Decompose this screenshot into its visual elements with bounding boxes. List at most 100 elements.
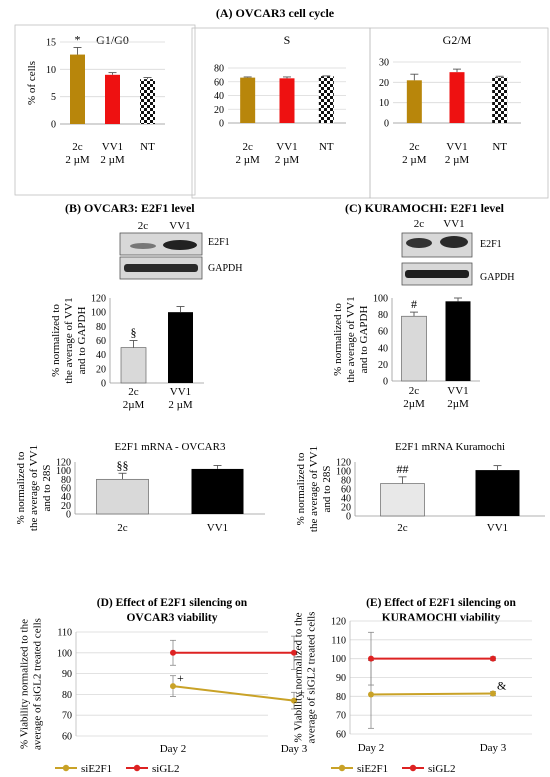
y-tick-label: 60 [336,730,346,741]
y-axis-label: % Viability normalized to theaverage of … [19,618,44,750]
bar [475,470,520,516]
legend-e-sie2f1: siE2F1 [357,763,388,775]
chart-a3: G2/M 0 10 20 30 2c 2 µM VV1 2 µM NT [369,27,549,199]
x-tick-label: 2c 2 µM [235,141,260,166]
y-tick-label: 80 [336,692,346,703]
legend-d-sigl2: siGL2 [152,763,180,775]
y-tick-label: 30 [379,58,389,69]
y-tick-label: 0 [66,510,71,521]
data-point-sigl2 [291,649,297,656]
bar [120,347,147,384]
y-tick-label: 100 [57,648,72,659]
x-tick-label: VV1 2 µM [168,386,193,411]
blot-lane-2c-c: 2c [414,218,425,230]
y-tick-label: 0 [101,379,106,390]
x-tick-label: VV1 [487,522,508,534]
y-tick-label: 70 [62,711,72,722]
bar [318,76,334,123]
e2f1-band-2c-c [406,238,432,248]
y-tick-label: 10 [379,98,389,109]
y-tick-label: 0 [383,377,388,388]
chart-a1: G1/G0 0 5 10 15 % of cells * 2c 2 µM VV1 2 µM NT [14,24,196,196]
y-axis-label: % normalized tothe average of VV1and to … [50,297,88,383]
bar [70,54,85,124]
x-tick-label: VV1 2 µM [275,141,300,166]
e2f1-band-2c [130,243,156,249]
chart-b: 0 20 40 60 80 100 120% normalized tothe averag… [50,294,204,411]
chart-title: E2F1 mRNA - OVCAR3 [115,441,226,453]
y-tick-label: 90 [336,673,346,684]
y-tick-label: 80 [341,476,351,487]
bar [240,77,256,123]
y-tick-label: 60 [378,327,388,338]
y-tick-label: 0 [346,512,351,523]
y-tick-label: 110 [57,628,72,639]
chart-title: (D) Effect of E2F1 silencing on OVCAR3 vi… [97,597,248,624]
y-tick-label: 80 [378,310,388,321]
y-tick-label: 40 [61,492,71,503]
blot-label-e2f1: E2F1 [208,237,230,248]
y-tick-label: 120 [331,617,346,628]
significance-mark: + [177,671,184,685]
panel-c-blot: 2c VV1 E2F1 GAPDH [401,218,514,286]
y-tick-label: 100 [56,466,71,477]
e2f1-band-vv1 [163,240,197,250]
y-tick-label: 90 [62,669,72,680]
y-axis-label: % normalized tothe average of VV1and to … [332,296,370,382]
y-axis-label: % normalized tothe average of VV1and to … [15,445,53,531]
x-tick-label: Day 3 [480,742,507,754]
y-tick-label: 20 [379,78,389,89]
data-point-sie2f1 [368,691,374,698]
y-tick-label: 0 [51,120,56,131]
y-axis-label: % of cells [26,61,38,105]
y-tick-label: 80 [214,64,224,75]
chart-title: G1/G0 [96,33,129,47]
chart-frame [14,24,196,196]
data-point-sigl2 [490,655,496,662]
y-tick-label: 100 [91,308,106,319]
panel-c-title: (C) KURAMOCHI: E2F1 level [345,201,505,215]
blot-label-e2f1-c: E2F1 [480,239,502,250]
significance-mark: + [298,686,305,700]
y-tick-label: 120 [91,294,106,305]
y-tick-label: 60 [61,484,71,495]
chart-d: (D) Effect of E2F1 silencing on OVCAR3 vi… [19,597,308,755]
chart-title: S [284,33,291,47]
y-tick-label: 60 [341,485,351,496]
series-line-sie2f1 [172,685,295,702]
panel-b-blot: 2c VV1 E2F1 GAPDH [119,220,242,280]
y-tick-label: 40 [214,91,224,102]
bar [140,79,155,124]
y-tick-label: 100 [373,294,388,305]
legend-d: siE2F1 siGL2 [55,763,180,775]
data-point-sie2f1 [490,690,496,697]
legend-e-sigl2: siGL2 [428,763,456,775]
y-tick-label: 0 [384,119,389,130]
blot-lane-vv1: VV1 [169,220,190,232]
x-tick-label: VV1 2 µM [100,141,125,166]
y-tick-label: 60 [62,732,72,743]
x-tick-label: 2c 2µM [123,386,145,411]
data-point-sigl2 [368,655,374,662]
x-tick-label: 2c 2 µM [402,141,427,166]
data-point-sigl2 [170,649,176,656]
blot-lane-2c: 2c [138,220,149,232]
x-tick-label: VV1 2 µM [445,141,470,166]
blot-lane-vv1-c: VV1 [443,218,464,230]
chart-e: (E) Effect of E2F1 silencing on KURAMOCHI… [293,597,532,754]
y-tick-label: 120 [56,458,71,469]
chart-title: G2/M [443,33,472,47]
y-tick-label: 60 [214,77,224,88]
data-point-sie2f1 [170,683,176,690]
y-tick-label: 5 [51,92,56,103]
bar [168,312,193,383]
x-tick-label: Day 2 [160,743,187,755]
y-tick-label: 80 [61,475,71,486]
chart-title: E2F1 mRNA Kuramochi [395,441,505,453]
y-tick-label: 110 [331,635,346,646]
chart-title: (E) Effect of E2F1 silencing on KURAMOCHI… [366,597,516,624]
y-tick-label: 40 [96,350,106,361]
x-tick-label: VV1 [207,522,228,534]
